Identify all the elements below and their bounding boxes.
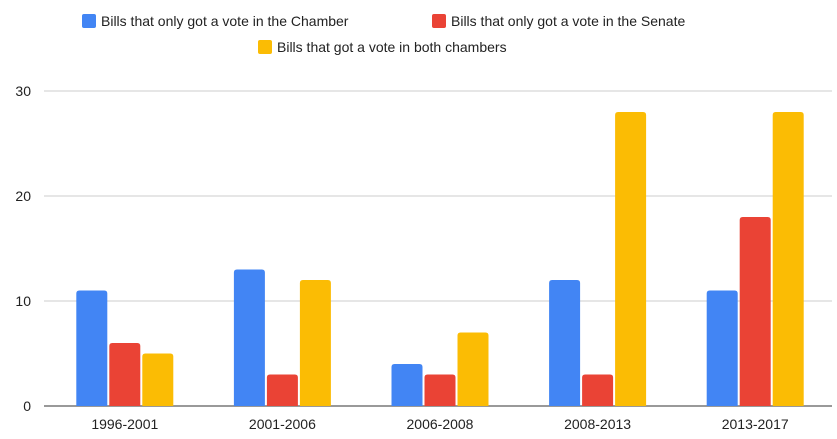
bar-chamber-2008-2013: [549, 280, 581, 406]
legend-swatch-chamber: [82, 14, 96, 28]
legend: Bills that only got a vote in the Chambe…: [82, 13, 685, 55]
bar-chamber-2013-2017: [706, 290, 738, 406]
y-tick-label: 10: [15, 293, 31, 309]
x-axis: 1996-2001 2001-2006 2006-2008 2008-2013 2013…: [91, 416, 789, 432]
bar-senate-2008-2013: [582, 374, 614, 406]
bar-chamber-1996-2001: [76, 290, 108, 406]
bar-senate-2006-2008: [424, 374, 456, 406]
bar-senate-2013-2017: [739, 217, 771, 406]
y-tick-label: 0: [23, 398, 31, 414]
x-tick-label: 1996-2001: [91, 416, 158, 432]
x-tick-label: 2008-2013: [564, 416, 631, 432]
bar-both-2008-2013: [615, 112, 647, 406]
legend-label-senate: Bills that only got a vote in the Senate: [451, 13, 685, 29]
bar-chamber-2006-2008: [391, 364, 423, 406]
bar-both-2006-2008: [457, 332, 489, 406]
x-tick-label: 2001-2006: [249, 416, 316, 432]
bar-senate-1996-2001: [109, 343, 141, 406]
bar-chamber-2001-2006: [233, 269, 265, 406]
legend-label-chamber: Bills that only got a vote in the Chambe…: [101, 13, 349, 29]
bar-senate-2001-2006: [266, 374, 298, 406]
x-tick-label: 2013-2017: [722, 416, 789, 432]
y-tick-label: 30: [15, 83, 31, 99]
bar-both-2001-2006: [299, 280, 331, 406]
legend-swatch-both: [258, 40, 272, 54]
bars: [76, 112, 804, 406]
legend-swatch-senate: [432, 14, 446, 28]
y-axis: 0 10 20 30: [15, 83, 31, 414]
legend-label-both: Bills that got a vote in both chambers: [277, 39, 507, 55]
y-tick-label: 20: [15, 188, 31, 204]
x-tick-label: 2006-2008: [407, 416, 474, 432]
bar-both-1996-2001: [142, 353, 174, 406]
bar-both-2013-2017: [772, 112, 804, 406]
